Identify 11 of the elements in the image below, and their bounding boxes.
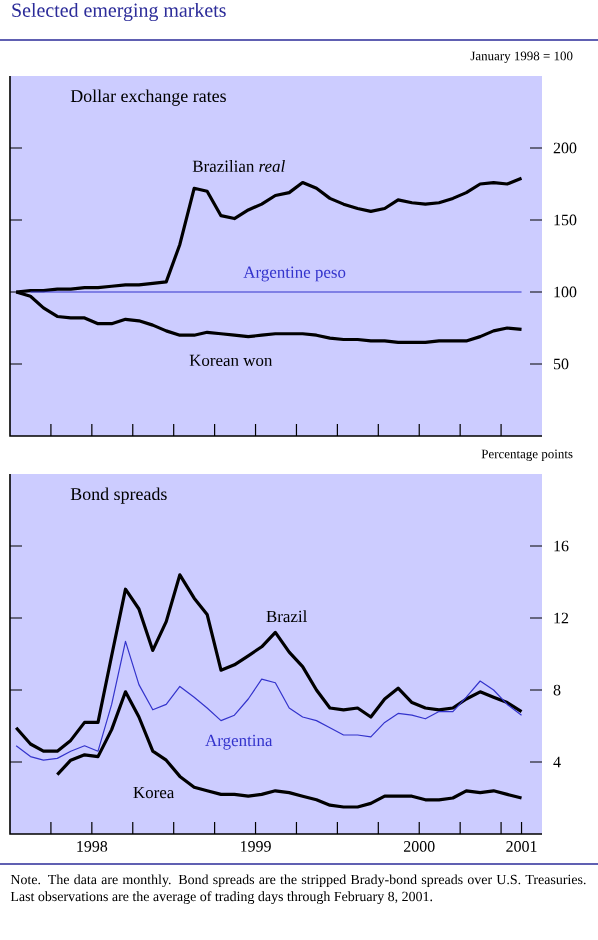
series-label: Brazilian real	[192, 160, 285, 172]
series-label: Brazil	[266, 610, 308, 623]
line-series	[15, 640, 523, 761]
chart-title: Selected emerging markets	[12, 2, 226, 22]
text: Dollar exchange rates	[70, 89, 226, 106]
series-label: Korea	[133, 786, 175, 799]
line-series	[14, 573, 524, 753]
series-label: Korean won	[189, 354, 273, 367]
series-label: Argentine peso	[243, 266, 346, 282]
series-label: Argentina	[205, 734, 273, 750]
text: Bond spreads	[70, 487, 167, 504]
